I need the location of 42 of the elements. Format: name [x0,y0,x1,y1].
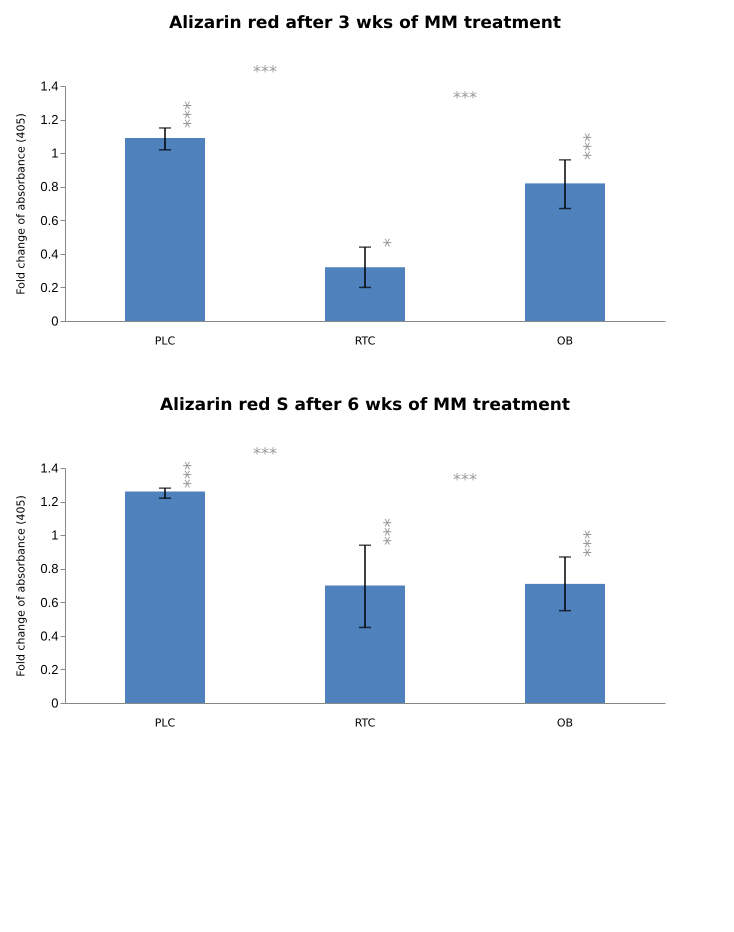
y-tick-label: 0.2 [40,280,58,295]
text: *** [253,62,277,81]
y-tick-label: 0.8 [40,561,58,576]
y-tick-label: 1.4 [40,460,58,476]
bar [325,586,405,703]
y-tick-label: 1.2 [40,112,58,128]
annotation: *** [573,530,594,557]
y-tick-label: 1 [51,528,58,543]
annotation: *** [173,100,194,128]
bar [325,267,405,321]
y-tick-label: 1 [51,146,58,161]
x-tick-label: RTC [354,334,376,348]
y-tick-label: 1.4 [40,78,58,94]
chart-title: Alizarin red after 3 wks of MM treatment [169,13,561,33]
y-axis-title: Fold change of absorbance (405) [14,113,28,295]
y-tick-label: 1.2 [40,494,58,510]
chart-title: Alizarin red S after 6 wks of MM treatment [160,395,570,415]
y-tick-label: 0.8 [40,179,58,194]
bar [125,138,205,321]
y-tick-label: 0.4 [40,628,58,644]
y-tick-label: 0.4 [40,246,58,262]
x-tick-label: OB [556,716,574,730]
annotation: *** [573,132,594,160]
x-tick-label: RTC [354,716,376,730]
y-tick-label: 0.6 [40,212,58,228]
x-tick-label: PLC [154,716,176,730]
annotation: *** [373,518,394,546]
y-tick-label: 0 [51,314,58,328]
bar [125,492,205,703]
annotation: *** [453,88,477,107]
y-tick-label: 0.6 [40,594,58,610]
x-tick-label: PLC [154,334,176,348]
y-tick-label: 0 [51,696,58,710]
bar [525,584,605,703]
annotation: * [373,238,394,248]
annotation: *** [453,470,477,489]
y-axis-title: Fold change of absorbance (405) [14,495,28,677]
annotation: *** [173,461,194,488]
text: *** [253,444,277,463]
bar [525,183,605,321]
x-tick-label: OB [556,334,574,348]
y-tick-label: 0.2 [40,662,58,677]
